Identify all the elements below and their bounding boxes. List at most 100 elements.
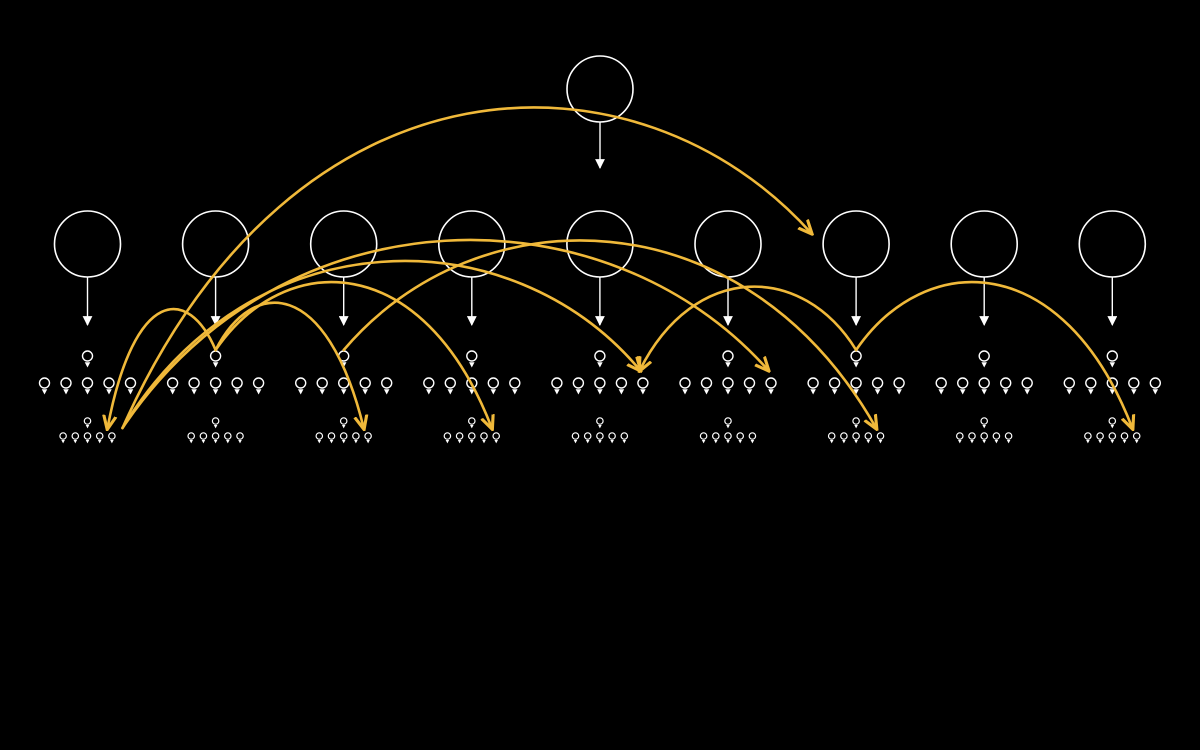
leaf-pin bbox=[83, 432, 92, 444]
sub-pin bbox=[487, 377, 499, 395]
sub-pin bbox=[1149, 377, 1162, 395]
leaf-pin bbox=[211, 432, 220, 444]
sub-pin bbox=[1021, 377, 1033, 395]
cross-links bbox=[108, 106, 1133, 430]
group-node bbox=[181, 210, 250, 278]
leaf-pin bbox=[199, 432, 208, 444]
leaf-pin bbox=[467, 432, 476, 444]
root-node bbox=[566, 55, 634, 123]
sub-head-pin bbox=[466, 350, 478, 368]
leaf-pin bbox=[980, 432, 989, 444]
cross-link-arc bbox=[640, 285, 858, 370]
sub-pin bbox=[231, 377, 243, 395]
sub-pin bbox=[743, 377, 756, 395]
sub-pin bbox=[957, 377, 969, 395]
sub-pin bbox=[60, 377, 72, 395]
sub-pin bbox=[828, 377, 841, 395]
sub-pin bbox=[850, 377, 862, 395]
leaf-pin bbox=[827, 432, 836, 444]
leaf-pin bbox=[1004, 432, 1013, 444]
group-node bbox=[822, 210, 890, 278]
leaf-head-pin bbox=[467, 417, 476, 429]
sub-pin bbox=[103, 377, 115, 395]
sub-head-pin bbox=[850, 350, 862, 368]
leaf-pin bbox=[852, 432, 860, 444]
leaf-pin bbox=[455, 432, 464, 444]
leaf-pin bbox=[711, 432, 720, 444]
sub-head-pin bbox=[722, 350, 734, 368]
sub-pin bbox=[166, 377, 179, 395]
sub-pin bbox=[209, 377, 222, 395]
cross-link-arc bbox=[214, 301, 364, 428]
sub-pin bbox=[381, 377, 393, 395]
sub-head-pin bbox=[81, 350, 94, 368]
group-node bbox=[309, 210, 378, 278]
cross-link-arc bbox=[121, 238, 769, 430]
sub-pin bbox=[1000, 377, 1012, 395]
group-node bbox=[1078, 210, 1147, 278]
leaf-head-pin bbox=[852, 417, 860, 429]
leaf-pin bbox=[571, 432, 580, 444]
sub-pin bbox=[722, 377, 734, 395]
leaf-pin bbox=[224, 432, 232, 444]
leaf-pin bbox=[968, 432, 976, 444]
leaf-head-pin bbox=[83, 417, 92, 429]
leaf-pin bbox=[352, 432, 360, 444]
leaf-pin bbox=[840, 432, 848, 444]
leaf-pin bbox=[236, 432, 244, 444]
sub-pin bbox=[679, 377, 691, 395]
sub-pin bbox=[935, 377, 947, 395]
sub-head-pin bbox=[209, 350, 222, 368]
leaf-pin bbox=[108, 432, 116, 444]
sub-pin bbox=[295, 377, 307, 395]
leaf-head-pin bbox=[596, 417, 604, 429]
leaf-head-pin bbox=[1108, 417, 1117, 429]
cross-link-arc bbox=[121, 259, 640, 430]
sub-pin bbox=[1128, 377, 1140, 395]
leaf-pin bbox=[339, 432, 348, 444]
leaf-pin bbox=[876, 432, 885, 444]
sub-pin bbox=[551, 377, 563, 395]
sub-pin bbox=[893, 377, 905, 395]
sub-head-pin bbox=[978, 350, 990, 368]
sub-pin bbox=[316, 377, 328, 395]
leaf-head-pin bbox=[724, 417, 732, 429]
leaf-pin bbox=[699, 432, 708, 444]
group-node bbox=[437, 210, 506, 278]
cross-link-arc bbox=[121, 106, 812, 430]
sub-head-pin bbox=[594, 350, 606, 368]
sub-pin bbox=[615, 377, 628, 395]
sub-pin bbox=[466, 377, 478, 395]
sub-pin bbox=[594, 377, 606, 395]
sub-pin bbox=[359, 377, 371, 395]
sub-pin bbox=[700, 377, 713, 395]
leaf-head-pin bbox=[980, 417, 989, 429]
group-node bbox=[53, 210, 122, 278]
leaf-pin bbox=[608, 432, 616, 444]
leaf-pin bbox=[364, 432, 372, 444]
sub-pin bbox=[807, 377, 819, 395]
sub-pin bbox=[252, 377, 265, 395]
leaf-pin bbox=[596, 432, 604, 444]
tree-nodes bbox=[38, 55, 1162, 444]
sub-pin bbox=[188, 377, 200, 395]
leaf-pin bbox=[992, 432, 1001, 444]
leaf-pin bbox=[59, 432, 67, 444]
leaf-pin bbox=[1120, 432, 1129, 444]
sub-pin bbox=[38, 377, 51, 395]
group-node bbox=[950, 210, 1019, 278]
leaf-pin bbox=[620, 432, 629, 444]
leaf-pin bbox=[327, 432, 336, 444]
sub-pin bbox=[423, 377, 435, 395]
cross-link-arc bbox=[854, 280, 1132, 428]
leaf-pin bbox=[492, 432, 501, 444]
sub-pin bbox=[1106, 377, 1119, 395]
sub-pin bbox=[1063, 377, 1076, 395]
sub-pin bbox=[637, 377, 649, 395]
leaf-pin bbox=[736, 432, 745, 444]
sub-pin bbox=[1085, 377, 1097, 395]
cross-link-arc bbox=[108, 307, 217, 428]
leaf-pin bbox=[1132, 432, 1141, 444]
